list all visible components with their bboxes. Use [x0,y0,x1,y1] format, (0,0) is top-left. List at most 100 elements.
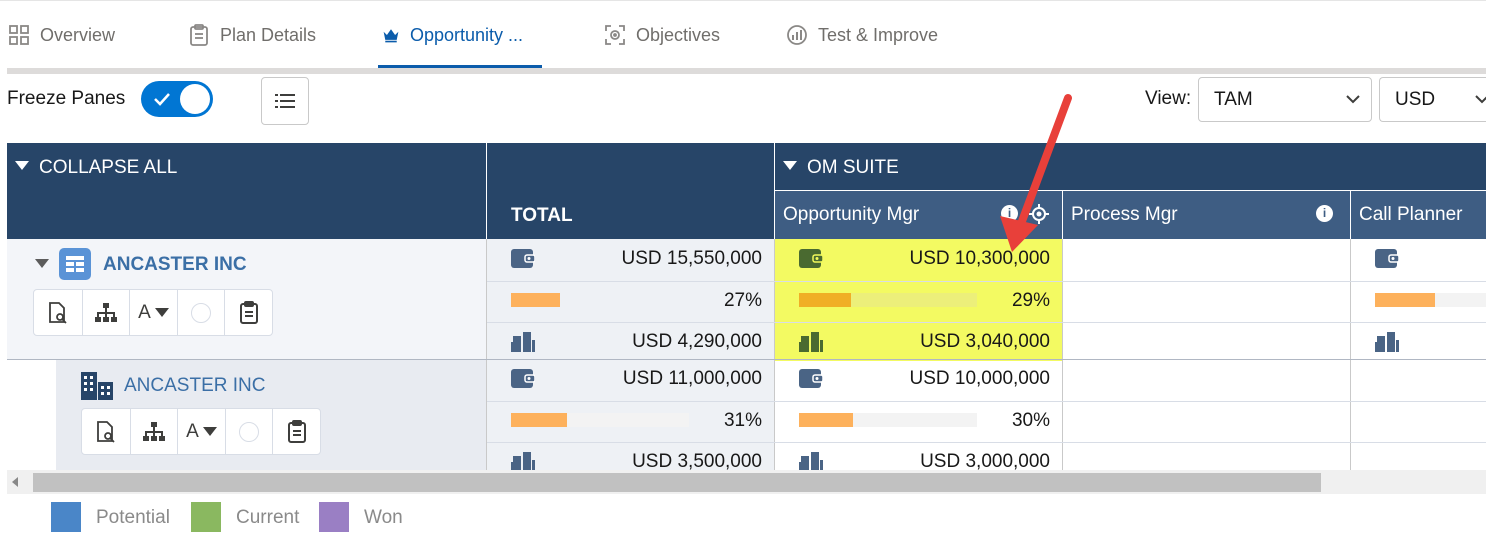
chevron-down-icon [1346,95,1360,104]
building-icon [511,332,535,352]
tab-plan-details[interactable]: Plan Details [188,1,316,69]
caret-down-icon [783,161,797,171]
opportunity-mgr-pct-value: 29% [1011,290,1050,311]
tab-bar: Overview Plan Details Opportunity ... Ob… [0,0,1486,70]
tab-label: Plan Details [220,24,317,45]
building-icon [511,452,535,470]
total-column-bg [487,239,774,470]
grid-line [487,401,1486,402]
legend-swatch-won [319,502,349,532]
view-select[interactable]: TAM [1198,77,1372,122]
freeze-panes-toggle[interactable] [141,81,213,117]
building-icon [799,332,823,352]
grid-line [7,359,1486,360]
total-header: TOTAL [487,143,774,239]
group-header-label: OM SUITE [807,157,899,178]
circle-icon [191,302,212,323]
account-name[interactable]: ANCASTER INC [124,375,266,396]
opportunity-mgr-progress-bar [799,413,853,427]
account-name[interactable]: ANCASTER INC [103,254,247,275]
legend-label: Potential [96,507,170,528]
legend-label: Won [364,507,403,528]
column-header-label: Opportunity Mgr [783,204,920,225]
clipboard-icon [287,419,306,443]
collapse-all-header[interactable]: COLLAPSE ALL [7,143,486,239]
total-current-value: USD 4,290,000 [632,331,762,352]
grid-line [1062,239,1063,470]
check-icon [154,93,170,106]
total-progress-bar [511,413,567,427]
report-button[interactable] [82,409,131,454]
total-potential-value: USD 11,000,000 [622,368,762,389]
view-label: View: [1145,88,1192,109]
annotation-arrow [1000,94,1072,252]
grid-line [487,442,1486,443]
target-icon [605,25,625,45]
notes-button[interactable] [273,409,320,454]
wallet-icon [799,369,823,388]
grid-line [774,239,775,470]
group-header[interactable]: OM SUITE [775,143,1486,190]
crosshair-icon[interactable] [1028,203,1050,225]
grid-icon [9,25,29,45]
building-icon [81,372,113,400]
tab-test-improve[interactable]: Test & Improve [786,1,938,69]
scrollbar-thumb[interactable] [33,473,1321,492]
action-letter-dropdown[interactable]: A [130,290,178,335]
chevron-down-icon [1475,95,1486,104]
status-radio[interactable] [178,290,226,335]
column-header-call-planner: Call Planner [1351,191,1486,239]
total-header-label: TOTAL [511,205,573,226]
clipboard-icon [190,24,208,46]
tab-label: Opportunity ... [410,24,524,45]
wallet-icon [511,249,535,268]
list-view-button[interactable] [261,77,309,125]
tab-objectives[interactable]: Objectives [604,1,720,69]
tab-label: Overview [40,24,116,45]
grid-line [487,281,1486,282]
active-tab-indicator [378,65,542,69]
tab-opportunity[interactable]: Opportunity ... [382,1,523,69]
hierarchy-button[interactable] [83,290,131,335]
building-icon [1375,332,1399,352]
call-planner-progress-bar [1375,293,1435,307]
document-search-icon [96,420,115,443]
notes-button[interactable] [225,290,272,335]
tab-label: Objectives [636,24,721,45]
action-letter: A [186,420,199,442]
grid-line [1350,239,1351,470]
crown-icon [383,29,399,43]
info-icon[interactable]: i [1316,205,1333,222]
opportunity-mgr-potential-value: USD 10,300,000 [909,248,1051,269]
divider [7,68,1486,74]
report-button[interactable] [34,290,83,335]
caret-down-icon[interactable] [35,259,49,268]
opportunity-mgr-current-value: USD 3,040,000 [920,331,1050,352]
scroll-left-arrow-icon[interactable] [12,477,18,487]
hierarchy-icon [142,421,165,441]
hierarchy-button[interactable] [131,409,179,454]
column-header-label: Call Planner [1359,204,1463,225]
status-radio[interactable] [226,409,274,454]
wallet-icon [1375,249,1399,268]
collapse-all-label: COLLAPSE ALL [39,157,178,178]
list-icon [275,94,295,108]
wallet-icon [511,369,535,388]
total-progress-bar [511,293,560,307]
row-actions-parent: A [33,289,273,336]
total-pct-value: 31% [723,410,762,431]
action-letter-dropdown[interactable]: A [178,409,226,454]
total-current-value: USD 3,500,000 [632,451,762,470]
circle-icon [239,421,260,442]
currency-select[interactable]: USD [1379,77,1486,122]
legend-swatch-potential [51,502,81,532]
opportunity-mgr-potential-value: USD 10,000,000 [909,368,1051,389]
row-actions-child: A [81,408,321,455]
opportunity-mgr-pct-value: 30% [1011,410,1050,431]
chart-gauge-icon [787,25,807,45]
action-letter: A [138,301,151,323]
caret-down-icon [15,161,29,171]
legend-swatch-current [191,502,221,532]
tab-overview[interactable]: Overview [8,1,115,69]
caret-down-icon [154,308,169,317]
